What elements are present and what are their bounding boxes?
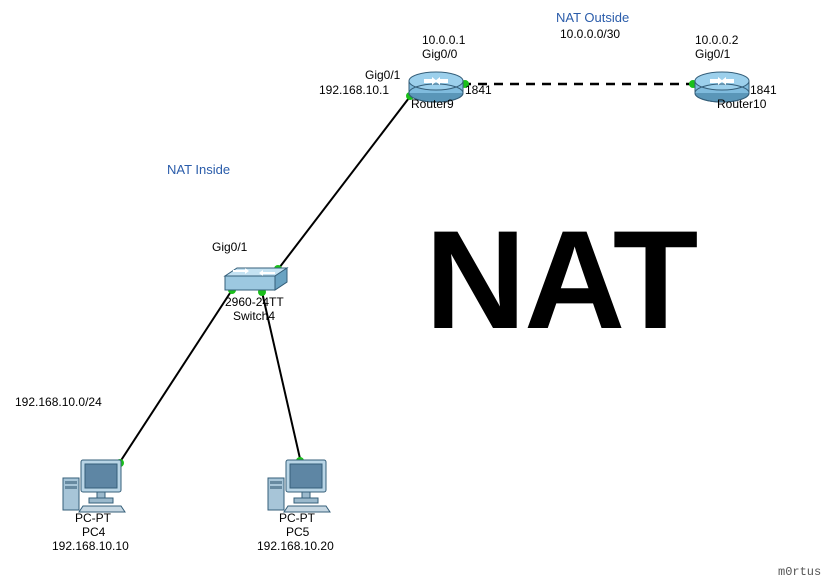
network-diagram: NAT Outside 10.0.0.0/30 NAT Inside 192.1…: [0, 0, 839, 583]
router9-port-g01: Gig0/1: [365, 68, 400, 82]
pc5-model: PC-PT: [279, 511, 315, 525]
big-title: NAT: [425, 210, 696, 350]
router10-name: Router10: [717, 97, 766, 111]
router9-name: Router9: [411, 97, 454, 111]
router9-ip-g01: 192.168.10.1: [319, 83, 389, 97]
router9-port-g00: Gig0/0: [422, 47, 457, 61]
watermark: m0rtus: [778, 565, 821, 579]
pc4-icon[interactable]: [63, 460, 125, 512]
router9-ip-g00: 10.0.0.1: [422, 33, 465, 47]
link-r9-sw4: [276, 94, 412, 272]
router10-model: 1841: [750, 83, 777, 97]
nat-outside-label: NAT Outside: [556, 10, 629, 25]
switch4-port-g01: Gig0/1: [212, 240, 247, 254]
nat-inside-subnet: 192.168.10.0/24: [15, 395, 102, 409]
nat-inside-label: NAT Inside: [167, 162, 230, 177]
nat-outside-subnet: 10.0.0.0/30: [560, 27, 620, 41]
router9-model: 1841: [465, 83, 492, 97]
pc5-icon[interactable]: [268, 460, 330, 512]
pc5-name: PC5: [286, 525, 309, 539]
canvas-svg: [0, 0, 839, 583]
switch4-name: Switch4: [233, 309, 275, 323]
link-sw4-pc4: [118, 290, 232, 465]
pc5-ip: 192.168.10.20: [257, 539, 334, 553]
switch4-icon[interactable]: [225, 268, 287, 290]
router10-ip-g01: 10.0.0.2: [695, 33, 738, 47]
pc4-ip: 192.168.10.10: [52, 539, 129, 553]
switch4-model: 2960-24TT: [225, 295, 284, 309]
router10-port-g01: Gig0/1: [695, 47, 730, 61]
pc4-name: PC4: [82, 525, 105, 539]
pc4-model: PC-PT: [75, 511, 111, 525]
